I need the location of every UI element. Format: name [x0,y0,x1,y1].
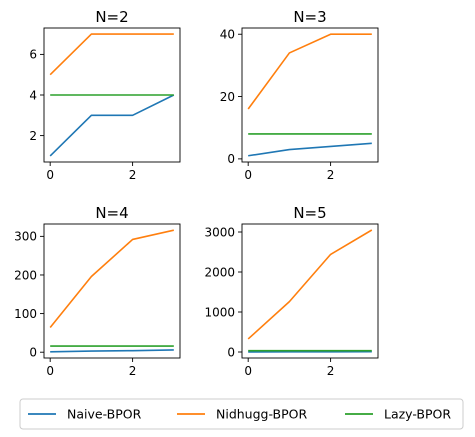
y-tick-label: 0 [227,152,235,166]
subplot-n-2: N=2 0 2 2 4 6 [29,8,181,182]
series-line-nidhugg-bpor [49,33,174,76]
subplot-title: N=2 [95,8,128,26]
y-tick-label: 40 [220,28,235,42]
legend-label-naive: Naive-BPOR [67,407,142,422]
x-tick-label: 2 [327,364,335,378]
series-line-naive-bpor [248,142,372,157]
series-line-naive-bpor [49,94,175,157]
axes-frame [241,223,379,359]
x-tick-label: 0 [46,364,54,378]
y-tick-label: 100 [14,307,37,321]
legend-frame [19,398,464,430]
y-tick-label: 20 [220,90,235,104]
axes-frame [43,223,181,359]
x-tick-label: 2 [129,364,137,378]
y-tick-label: 300 [14,230,37,244]
axes-frame [241,27,379,163]
y-tick-label: 1000 [204,305,235,319]
subplot-title: N=5 [293,204,326,222]
x-tick-label: 2 [129,168,137,182]
x-tick-label: 0 [244,364,252,378]
y-tick-label: 4 [29,88,37,102]
y-tick-label: 3000 [204,225,235,239]
series-line-nidhugg-bpor [247,33,372,110]
x-tick-label: 2 [327,168,335,182]
y-tick-label: 6 [29,48,37,62]
series-line-nidhugg-bpor [247,229,373,340]
legend-label-lazy: Lazy-BPOR [384,407,451,422]
series-line-nidhugg-bpor [49,229,174,328]
y-tick-label: 2 [29,129,37,143]
subplot-n-5: N=5 0 2 0 1000 2000 3000 [204,204,379,378]
series-line-naive-bpor [50,349,174,353]
y-tick-label: 0 [29,346,37,360]
x-tick-label: 0 [244,168,252,182]
y-tick-label: 2000 [204,265,235,279]
y-tick-label: 0 [227,345,235,359]
subplot-title: N=4 [95,204,128,222]
x-tick-label: 0 [46,168,54,182]
legend-label-nidhugg: Nidhugg-BPOR [216,407,307,422]
subplot-title: N=3 [293,8,326,26]
subplot-n-4: N=4 0 2 0 100 200 300 [14,204,181,378]
y-tick-label: 200 [14,268,37,282]
legend: Naive-BPOR Nidhugg-BPOR Lazy-BPOR [19,398,464,430]
